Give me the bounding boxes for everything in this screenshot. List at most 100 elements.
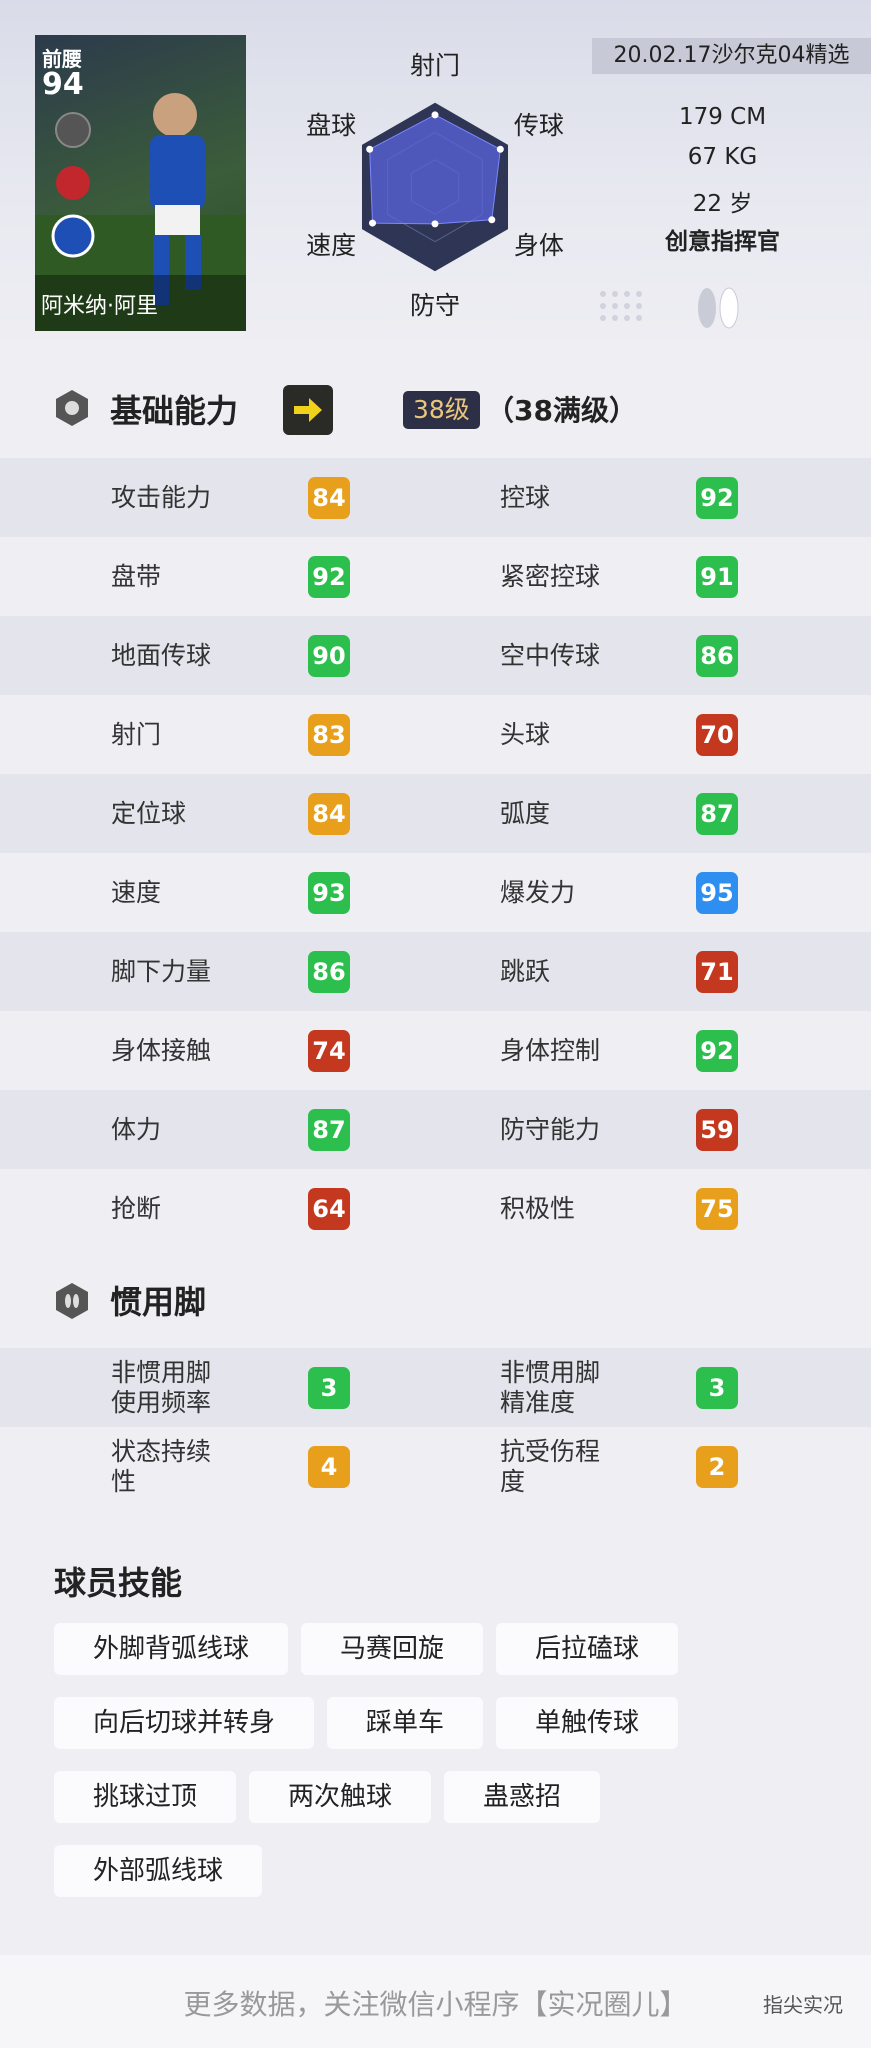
version-label: 20.02.17沙尔克04精选	[592, 38, 871, 74]
stat-badge: 87	[308, 1108, 350, 1151]
footer-text: 更多数据，关注微信小程序【实况圈儿】	[183, 1988, 688, 2021]
stat-name: 身体接触	[111, 1035, 212, 1065]
stat-name: 头球	[500, 719, 551, 749]
skill-chip: 单触传球	[496, 1697, 679, 1749]
stat-row: 脚下力量 86 跳跃 71	[0, 932, 871, 1011]
section-title: 基础能力	[110, 392, 239, 430]
skill-list: 外脚背弧线球 马赛回旋 后拉磕球 向后切球并转身 踩单车 单触传球 挑球过顶 两次触球 蛊惑招外…	[54, 1623, 694, 1897]
radar-point	[431, 220, 439, 228]
stat-badge: 83	[308, 713, 350, 756]
stat-name: 身体控制	[500, 1035, 601, 1065]
footer: 更多数据，关注微信小程序【实况圈儿】 指尖实况	[0, 1955, 871, 2048]
stat-row: 地面传球 90 空中传球 86	[0, 616, 871, 695]
skill-chip: 踩单车	[327, 1697, 484, 1749]
stat-badge: 95	[696, 871, 738, 914]
skill-chip: 外脚背弧线球	[54, 1623, 289, 1675]
stat-badge: 86	[696, 634, 738, 677]
radar-point	[496, 145, 504, 153]
stat-name: 体力	[111, 1114, 162, 1144]
stat-row: 非惯用脚使用频率 3 非惯用脚精准度 3	[0, 1348, 871, 1427]
section-title: 惯用脚	[110, 1283, 207, 1321]
watermark: 指尖实况	[763, 1993, 843, 2017]
stat-name: 防守能力	[500, 1114, 601, 1144]
playstyle: 创意指挥官	[665, 229, 780, 255]
section-icon	[56, 1283, 88, 1319]
stat-name: 定位球	[111, 798, 187, 828]
stat-row: 体力 87 防守能力 59	[0, 1090, 871, 1169]
stat-name: 控球	[500, 482, 551, 512]
section-title: 球员技能	[54, 1564, 183, 1602]
skill-chip: 后拉磕球	[496, 1623, 679, 1675]
stat-name: 状态持续性	[111, 1436, 212, 1496]
stat-name: 速度	[111, 877, 162, 907]
stat-badge: 64	[308, 1187, 350, 1230]
stat-name: 跳跃	[500, 956, 551, 986]
radar-label: 传球	[514, 111, 564, 140]
skill-chip: 马赛回旋	[301, 1623, 484, 1675]
radar-label: 防守	[410, 291, 460, 320]
stat-name: 空中传球	[500, 640, 601, 670]
stat-badge: 87	[696, 792, 738, 835]
stat-row: 定位球 84 弧度 87	[0, 774, 871, 853]
skill-chip: 向后切球并转身	[54, 1697, 315, 1749]
radar-point	[488, 216, 496, 224]
stat-badge: 59	[696, 1108, 738, 1151]
radar-label: 射门	[410, 51, 460, 80]
stat-name: 抢断	[111, 1193, 162, 1223]
card-position: 前腰	[42, 47, 82, 71]
radar-label: 速度	[306, 231, 356, 260]
stat-badge: 92	[696, 476, 738, 519]
section-icon	[56, 390, 88, 426]
stat-badge: 4	[308, 1445, 350, 1488]
stat-badge: 70	[696, 713, 738, 756]
radar-label: 身体	[514, 231, 564, 260]
stat-badge: 91	[696, 555, 738, 598]
stat-badge: 90	[308, 634, 350, 677]
stat-name: 攻击能力	[111, 482, 212, 512]
stat-name: 盘带	[111, 561, 162, 591]
stat-name: 紧密控球	[500, 561, 601, 591]
skill-chip: 外部弧线球	[54, 1845, 263, 1897]
stat-name: 积极性	[500, 1193, 576, 1223]
stat-badge: 2	[696, 1445, 738, 1488]
stat-badge: 92	[696, 1029, 738, 1072]
stat-badge: 92	[308, 555, 350, 598]
stat-badge: 93	[308, 871, 350, 914]
stat-row: 身体接触 74 身体控制 92	[0, 1011, 871, 1090]
stat-row: 射门 83 头球 70	[0, 695, 871, 774]
stat-name: 爆发力	[500, 877, 576, 907]
stat-name: 脚下力量	[111, 956, 212, 986]
level-up-button[interactable]	[283, 385, 333, 435]
card-name: 阿米纳·阿里	[41, 294, 158, 319]
stat-badge: 74	[308, 1029, 350, 1072]
stat-badge: 84	[308, 792, 350, 835]
skill-chip: 挑球过顶	[54, 1771, 237, 1823]
radar-point	[366, 145, 374, 153]
player-photo	[35, 93, 246, 331]
stat-badge: 71	[696, 950, 738, 993]
stat-name: 射门	[111, 719, 162, 749]
player-height: 179 CM	[678, 104, 767, 130]
player-card: 前腰 94 阿米纳·阿里	[35, 35, 246, 331]
stat-badge: 84	[308, 476, 350, 519]
player-weight: 67 KG	[687, 144, 758, 170]
stat-name: 抗受伤程度	[500, 1436, 601, 1496]
card-rating: 94	[42, 67, 84, 102]
skill-chip: 两次触球	[249, 1771, 432, 1823]
stat-badge: 75	[696, 1187, 738, 1230]
stat-row: 状态持续性 4 抗受伤程度 2	[0, 1427, 871, 1506]
level-badge: 38级	[403, 391, 480, 429]
stat-row: 速度 93 爆发力 95	[0, 853, 871, 932]
stat-badge: 3	[696, 1366, 738, 1409]
stat-name: 非惯用脚使用频率	[111, 1357, 212, 1417]
radar-point	[369, 219, 377, 227]
player-age: 22 岁	[692, 191, 753, 217]
stat-row: 盘带 92 紧密控球 91	[0, 537, 871, 616]
stat-name: 非惯用脚精准度	[500, 1357, 601, 1417]
stat-badge: 3	[308, 1366, 350, 1409]
radar-label: 盘球	[306, 111, 356, 140]
stat-badge: 86	[308, 950, 350, 993]
foot-icon	[600, 287, 739, 329]
